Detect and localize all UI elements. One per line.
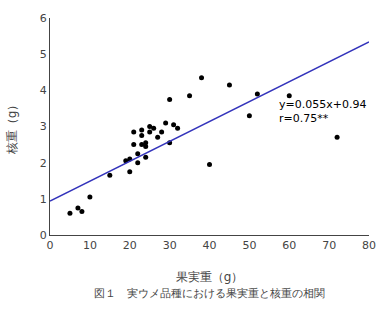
svg-text:核重（g）: 核重（g） [5, 99, 19, 156]
svg-text:y=0.055x+0.94r=0.75**: y=0.055x+0.94r=0.75** [279, 98, 366, 125]
svg-text:2: 2 [40, 157, 47, 170]
svg-text:20: 20 [123, 239, 137, 252]
svg-text:60: 60 [282, 239, 296, 252]
svg-text:5: 5 [40, 48, 47, 61]
svg-text:70: 70 [322, 239, 336, 252]
svg-text:50: 50 [242, 239, 256, 252]
svg-text:40: 40 [203, 239, 217, 252]
svg-text:30: 30 [163, 239, 177, 252]
svg-text:1: 1 [40, 193, 47, 206]
svg-text:図１ 実ウメ品種における果実重と核重の相関: 図１ 実ウメ品種における果実重と核重の相関 [94, 287, 325, 300]
svg-text:4: 4 [40, 84, 47, 97]
svg-text:0: 0 [47, 239, 54, 252]
svg-text:80: 80 [362, 239, 376, 252]
svg-text:10: 10 [83, 239, 97, 252]
svg-text:3: 3 [40, 120, 47, 133]
svg-text:0: 0 [40, 229, 47, 242]
svg-text:6: 6 [40, 12, 47, 25]
svg-text:果実重（g）: 果実重（g） [176, 270, 244, 284]
